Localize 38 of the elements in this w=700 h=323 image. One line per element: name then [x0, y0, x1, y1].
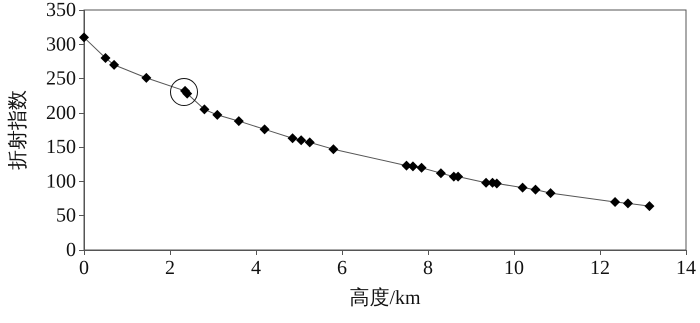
point — [644, 201, 654, 212]
point — [296, 135, 306, 146]
point — [141, 72, 152, 83]
point — [288, 133, 298, 144]
x-tick-label: 6 — [337, 257, 347, 279]
y-tick-label: 100 — [46, 170, 76, 192]
point — [436, 168, 446, 178]
y-tick-label: 50 — [56, 204, 76, 227]
point — [416, 162, 427, 173]
y-tick-label: 150 — [46, 136, 76, 158]
point — [79, 32, 89, 42]
point — [304, 137, 315, 148]
point — [328, 144, 338, 154]
x-tick-label: 12 — [590, 257, 610, 279]
y-tick-label: 350 — [46, 0, 76, 21]
point — [109, 60, 120, 70]
y-tick-label: 300 — [46, 33, 76, 56]
x-tick-label: 10 — [504, 257, 524, 279]
point — [530, 184, 540, 195]
point — [610, 197, 620, 207]
x-axis-title: 高度/km — [349, 286, 421, 309]
x-tick-label: 2 — [165, 257, 175, 279]
point — [234, 116, 244, 126]
point — [546, 188, 556, 198]
point — [212, 110, 222, 120]
x-tick-label: 14 — [676, 257, 696, 279]
x-tick-label: 4 — [251, 257, 261, 279]
point — [622, 198, 633, 208]
point — [199, 104, 210, 114]
y-axis-title: 折射指数 — [7, 90, 29, 170]
point — [408, 161, 418, 172]
point — [100, 53, 110, 63]
point — [518, 182, 528, 193]
y-tick-label: 250 — [46, 68, 76, 90]
x-tick-label: 8 — [423, 257, 433, 279]
y-tick-label: 0 — [66, 239, 76, 261]
y-tick-label: 200 — [46, 102, 76, 124]
point — [260, 124, 270, 134]
